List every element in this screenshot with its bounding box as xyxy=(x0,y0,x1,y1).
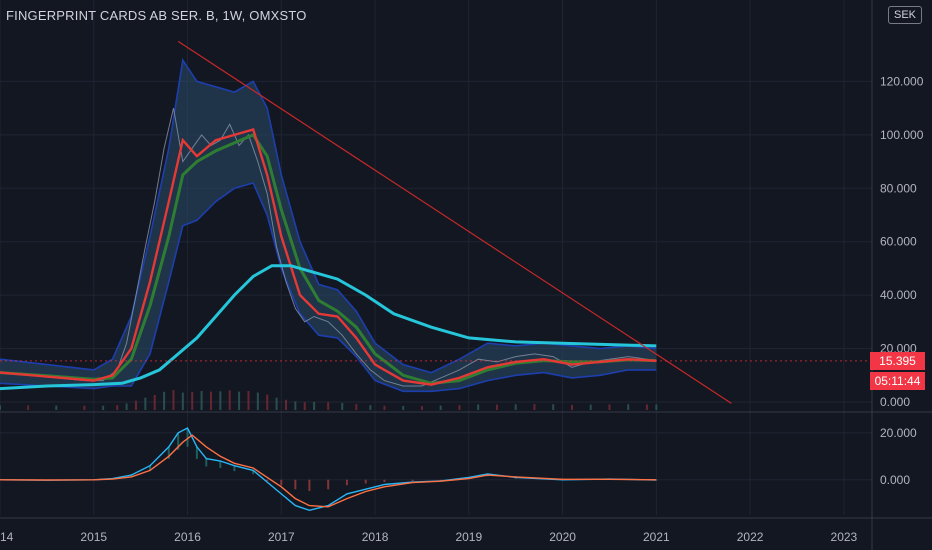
time-axis-tick-label: 2018 xyxy=(362,530,389,544)
macd-histogram-bar xyxy=(383,479,386,482)
volume-bar xyxy=(266,394,269,410)
volume-bar xyxy=(153,395,156,410)
volume-bar xyxy=(284,399,287,410)
volume-bar xyxy=(228,390,231,410)
volume-bar xyxy=(514,404,517,410)
volume-bar xyxy=(27,405,30,410)
macd-histogram-bar xyxy=(411,479,414,482)
volume-bar xyxy=(83,405,86,410)
macd-histogram-bar xyxy=(655,479,658,481)
volume-bar xyxy=(439,405,442,410)
volume-bar xyxy=(552,404,555,410)
bar-countdown-tag: 05:11:44 xyxy=(870,371,925,390)
macd-histogram-bar xyxy=(177,432,180,450)
time-axis-tick-label: 2021 xyxy=(643,530,670,544)
trend-line xyxy=(177,40,732,404)
time-axis-tick-label: 2022 xyxy=(737,530,764,544)
time-axis-tick-label: 2019 xyxy=(455,530,482,544)
macd-histogram-bar xyxy=(364,479,367,484)
macd-histogram-bar xyxy=(195,446,198,459)
macd-histogram-bar xyxy=(252,470,255,475)
band-area xyxy=(0,60,657,392)
volume-bar xyxy=(102,405,105,410)
volume-bar xyxy=(608,404,611,410)
volume-bar xyxy=(125,403,128,410)
macd-histogram-bar xyxy=(233,465,236,472)
macd-histogram-bar xyxy=(308,479,311,491)
price-line xyxy=(0,107,657,387)
time-axis-tick-label: 2023 xyxy=(831,530,858,544)
volume-bar xyxy=(570,404,573,410)
time-axis-tick-label: 2016 xyxy=(174,530,201,544)
macd-histogram-bar xyxy=(266,479,269,482)
volume-bar xyxy=(116,405,119,410)
macd-histogram-bar xyxy=(205,458,208,467)
volume-bar xyxy=(172,390,175,410)
macd-histogram-bar xyxy=(130,475,133,478)
volume-bar xyxy=(420,406,423,410)
band-upper-line xyxy=(0,57,657,374)
macd-histogram-bar xyxy=(294,479,297,490)
volume-bar xyxy=(313,401,316,410)
volume-bar xyxy=(645,404,648,410)
macd-line xyxy=(0,427,657,512)
volume-bar xyxy=(200,391,203,410)
band-lower-line xyxy=(0,181,657,393)
volume-bar xyxy=(0,405,1,410)
volume-bar xyxy=(134,400,137,410)
time-axis-tick-label: 2015 xyxy=(80,530,107,544)
volume-bar xyxy=(533,404,536,410)
volume-bar xyxy=(495,404,498,410)
time-axis-tick-label: 2020 xyxy=(549,530,576,544)
volume-bar xyxy=(219,391,222,410)
price-axis-tick-label: 80.000 xyxy=(880,181,917,195)
price-axis-tick-label: 100.000 xyxy=(880,128,924,142)
volume-bar xyxy=(477,404,480,410)
macd-histogram-bar xyxy=(186,428,189,447)
long-moving-average-line xyxy=(0,264,657,391)
price-axis-tick-label: 120.000 xyxy=(880,74,924,88)
volume-bar xyxy=(402,406,405,410)
macd-histogram-bar xyxy=(327,479,330,490)
volume-bar xyxy=(327,402,330,410)
volume-bar xyxy=(247,391,250,410)
volume-bar xyxy=(303,402,306,410)
volume-bar xyxy=(458,405,461,410)
volume-bar xyxy=(655,404,658,410)
volume-bar xyxy=(55,405,58,410)
time-axis-tick-label: 2017 xyxy=(268,530,295,544)
currency-label[interactable]: SEK xyxy=(887,6,922,24)
chart-title: FINGERPRINT CARDS AB SER. B, 1W, OMXSTO xyxy=(6,8,307,23)
volume-bar xyxy=(294,401,297,410)
volume-bar xyxy=(181,392,184,410)
time-axis-tick-label: 2014 xyxy=(0,530,14,544)
macd-histogram-bar xyxy=(345,479,348,486)
volume-bar xyxy=(238,391,241,410)
volume-bar xyxy=(144,397,147,410)
macd-histogram-bar xyxy=(219,460,222,469)
volume-bar xyxy=(369,405,372,410)
volume-bar xyxy=(355,404,358,410)
macd-histogram-bar xyxy=(149,465,152,472)
macd-axis-tick-label: 0.000 xyxy=(880,473,910,487)
volume-bar xyxy=(256,392,259,410)
volume-bar xyxy=(627,404,630,410)
volume-bar xyxy=(589,404,592,410)
macd-axis-tick-label: 20.000 xyxy=(880,426,917,440)
last-price-tag: 15.395 xyxy=(870,351,925,370)
volume-bar xyxy=(275,397,278,410)
price-axis-tick-label: 60.000 xyxy=(880,235,917,249)
macd-signal-line xyxy=(0,434,657,508)
macd-histogram-bar xyxy=(167,446,170,459)
volume-bar xyxy=(383,405,386,410)
macd-histogram-bar xyxy=(280,479,283,486)
price-axis-tick-label: 40.000 xyxy=(880,288,917,302)
volume-bar xyxy=(191,391,194,410)
volume-bar xyxy=(209,391,212,410)
volume-bar xyxy=(163,391,166,410)
price-axis-tick-label: 0.000 xyxy=(880,395,910,409)
volume-bar xyxy=(341,403,344,410)
